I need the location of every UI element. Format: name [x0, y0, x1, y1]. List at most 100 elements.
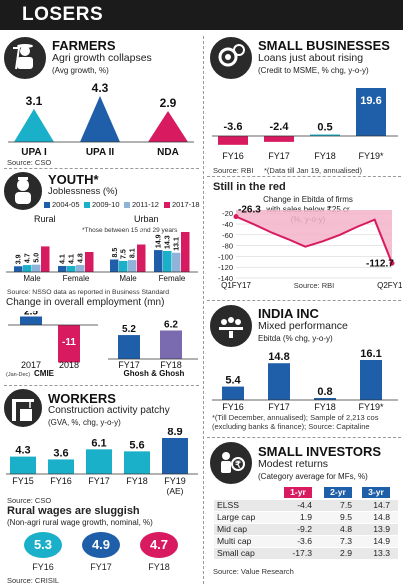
x-tick-label: FY17 — [88, 476, 110, 486]
data-label: -26.3 — [238, 205, 261, 216]
data-label: 4.1 — [60, 254, 67, 264]
x-tick-label: Male — [23, 274, 41, 283]
bar — [124, 451, 150, 474]
table-row: Multi cap -3.6 7.3 14.9 — [214, 536, 398, 547]
bar — [58, 265, 67, 272]
data-label: 27.2 — [183, 216, 190, 230]
data-label: 0.5 — [317, 122, 332, 134]
rural-wages-note: (Non-agri rural wage growth, nominal, %) — [7, 518, 153, 527]
bar — [128, 260, 137, 272]
table-cell: 7.3 — [340, 536, 352, 546]
bar — [23, 265, 32, 272]
bar — [264, 136, 294, 142]
data-label: -11 — [62, 337, 76, 348]
legend-label: 2017-18 — [172, 200, 200, 209]
table-cell: 14.7 — [373, 500, 390, 510]
data-label: 5.0 — [34, 253, 41, 263]
x-tick-label: 2018 — [59, 360, 79, 370]
farmer-icon — [4, 37, 46, 79]
x-tick-label: FY18 — [314, 402, 336, 412]
x-tick-label: FY16 — [222, 402, 244, 412]
x-tick-label: FY19* — [358, 402, 384, 412]
bar — [163, 250, 172, 272]
youth-icon — [4, 172, 42, 210]
table-cell: 13.3 — [373, 548, 390, 558]
section-divider — [4, 168, 199, 169]
bar — [119, 260, 128, 272]
bar — [310, 134, 340, 136]
rural-wages-chart: 5.3 FY16 4.9 FY17 4.7 FY18 — [0, 530, 202, 575]
bar — [160, 330, 182, 359]
data-label: 3.6 — [53, 447, 68, 459]
table-cell: 2.9 — [340, 548, 352, 558]
table-row: Mid cap -9.2 4.8 13.9 — [214, 524, 398, 535]
data-label: 13.1 — [174, 237, 181, 251]
legend-swatch — [124, 202, 130, 208]
wage-bubble: 4.7 — [140, 532, 178, 558]
bar — [76, 264, 85, 272]
data-label: 13.6 — [87, 236, 94, 250]
workers-subtitle: Construction activity patchy — [48, 405, 170, 416]
construction-icon — [4, 389, 42, 427]
small-business-chart: -3.6 FY16 -2.4 FY17 0.5 FY18 19.6 FY19* — [212, 88, 398, 161]
bar — [154, 250, 163, 272]
data-label: -3.6 — [224, 121, 243, 133]
employment-title: Change in overall employment (mn) — [6, 297, 165, 308]
farmers-chart: 3.1 UPA I 4.3 UPA II 2.9 NDA — [8, 81, 194, 158]
data-label: 4.3 — [92, 81, 109, 95]
row-label: Multi cap — [217, 536, 252, 546]
legend-label: 2009-10 — [92, 200, 120, 209]
section-divider — [207, 437, 401, 438]
bar — [137, 244, 146, 272]
small-investors-table: 1-yr 2-yr 3-yr ELSS -4.4 7.5 14.7 Large cap 1.9 9… — [214, 487, 398, 563]
data-label: 16.1 — [360, 348, 381, 360]
chart-label: CMIE — [34, 369, 55, 377]
row-label: Mid cap — [217, 524, 248, 534]
x-tick-label: UPA II — [86, 147, 115, 158]
table-header: 1-yr 2-yr 3-yr — [214, 487, 398, 498]
svg-text:₹: ₹ — [235, 460, 241, 470]
x-tick-label: FY17 — [268, 402, 290, 412]
bar — [162, 438, 188, 474]
investor-icon: ₹ — [210, 442, 252, 484]
x-tick-label: FY17 — [268, 151, 290, 161]
farmers-source: Source: CSO — [7, 158, 52, 167]
youth-source: Source: NSSO data as reported in Busines… — [7, 289, 170, 296]
data-label: 4.1 — [69, 254, 76, 264]
data-label: 5.4 — [225, 375, 241, 387]
bar — [181, 232, 190, 272]
cmie-chart: 2.5 2017 -11 2018 CMIE (Jan-Dec) — [6, 311, 98, 377]
india-inc-subtitle: Mixed performance — [258, 320, 348, 332]
y-tick-label: -100 — [218, 252, 233, 261]
table-cell: -17.3 — [292, 548, 312, 558]
wage-bubble: 5.3 — [24, 532, 62, 558]
data-label: 14.3 — [165, 235, 172, 249]
x-tick-label: FY18 — [148, 562, 170, 572]
data-label: 3.9 — [16, 254, 23, 264]
table-cell: -4.4 — [297, 500, 312, 510]
data-point — [233, 214, 239, 220]
x-tick-label: Male — [119, 274, 137, 283]
bar — [314, 398, 336, 400]
x-tick-label: UPA I — [21, 147, 47, 158]
workers-source: Source: CSO — [7, 496, 52, 505]
y-tick-label: -40 — [222, 220, 233, 229]
workers-note: (GVA, %, chg, y-o-y) — [48, 418, 121, 427]
data-label: 4.8 — [78, 253, 85, 263]
data-label: -112.7 — [366, 258, 394, 269]
bar — [268, 363, 290, 400]
data-label: 3.1 — [26, 94, 43, 108]
x-tick-label: FY16 — [222, 151, 244, 161]
youth-subtitle: Joblessness (%) — [48, 186, 118, 197]
x-tick-label: FY18 — [160, 360, 182, 370]
section-divider — [207, 300, 401, 301]
row-label: Large cap — [217, 512, 256, 522]
column-header: 2-yr — [324, 487, 352, 498]
table-cell: 9.5 — [340, 512, 352, 522]
small-investors-title: SMALL INVESTORS — [258, 444, 382, 459]
data-label: 8.1 — [130, 248, 137, 258]
triangle-bar — [14, 108, 54, 142]
small-business-subtitle: Loans just about rising — [258, 52, 364, 64]
data-label: 4.3 — [15, 445, 30, 457]
youth-note: *Those between 15 and 29 years — [82, 227, 178, 234]
